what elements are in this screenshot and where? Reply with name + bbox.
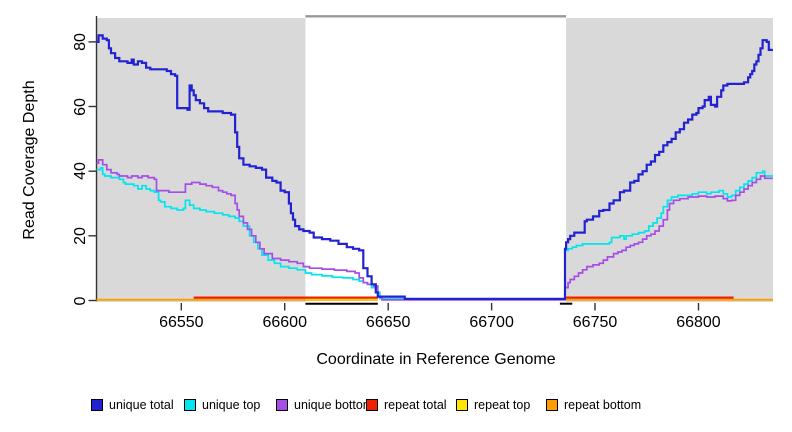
x-tick-label: 66700 [469,314,514,331]
x-axis-title: Coordinate in Reference Genome [316,351,556,368]
legend: unique total unique top unique bottom repea… [0,0,792,412]
legend-swatch-icon [276,399,288,411]
y-tick-label: 60 [72,97,89,116]
y-tick-label: 80 [72,32,89,51]
legend-label: repeat bottom [564,398,642,412]
legend-label: repeat total [384,398,447,412]
y-tick-label: 0 [72,296,89,305]
series-line-unique-total [96,34,773,300]
series-line-unique-top [96,167,773,301]
legend-swatch-icon [366,399,378,411]
legend-swatch-icon [546,399,558,411]
y-tick-label: 20 [72,226,89,245]
legend-label: unique total [109,398,174,412]
x-tick-label: 66750 [572,314,618,331]
legend-swatch-icon [91,399,103,411]
x-tick-label: 66550 [159,314,204,331]
legend-swatch-icon [456,399,468,411]
legend-label: unique top [202,398,261,412]
x-tick-label: 66600 [262,314,307,331]
shaded-region [96,18,306,302]
y-axis-title: Read Coverage Depth [21,80,38,240]
legend-label: repeat top [474,398,531,412]
legend-label: unique bottom [294,398,374,412]
x-tick-label: 66650 [365,314,411,331]
plot-area [88,15,773,311]
y-tick-label: 40 [72,162,89,181]
shaded-region [566,18,773,302]
x-tick-label: 66800 [676,314,721,331]
legend-swatch-icon [184,399,196,411]
